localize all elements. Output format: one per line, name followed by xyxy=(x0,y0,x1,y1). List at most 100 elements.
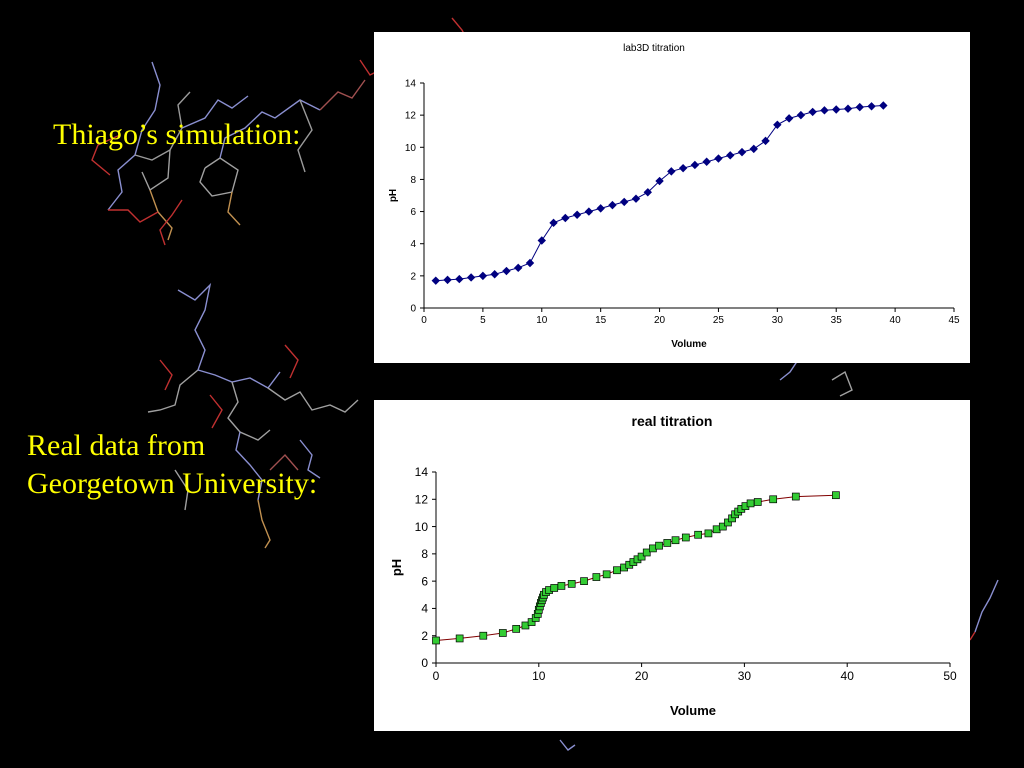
x-tick-label: 45 xyxy=(948,315,960,326)
x-tick-label: 5 xyxy=(480,315,486,326)
data-point-marker xyxy=(832,491,840,500)
data-point-marker xyxy=(455,634,464,643)
data-point-marker xyxy=(769,495,778,504)
data-point-marker xyxy=(498,629,507,637)
x-tick-label: 25 xyxy=(713,315,725,326)
data-point-marker xyxy=(702,157,711,166)
data-point-marker xyxy=(714,154,723,163)
data-point-marker xyxy=(791,492,800,501)
y-tick-label: 12 xyxy=(415,492,429,506)
data-point-marker xyxy=(596,204,605,213)
data-point-marker xyxy=(808,107,817,117)
data-point-marker xyxy=(455,274,464,284)
data-point-marker xyxy=(514,263,523,273)
data-point-marker xyxy=(602,570,611,579)
molecule-right-edge xyxy=(559,359,999,751)
data-point-marker xyxy=(704,529,713,538)
data-point-marker xyxy=(867,102,876,111)
data-point-marker xyxy=(749,144,758,154)
simulation-chart-svg: lab3D titration 0 2 4 6 8 10 12 14 0 5 10 15 20 25 30 35… xyxy=(388,43,960,350)
data-point-marker xyxy=(642,548,651,557)
data-point-marker xyxy=(550,584,559,592)
data-point-marker xyxy=(432,636,440,645)
data-point-marker xyxy=(643,188,652,197)
data-point-marker xyxy=(681,533,690,542)
data-point-marker xyxy=(726,151,735,160)
data-point-marker xyxy=(671,536,680,545)
data-point-marker xyxy=(667,167,676,176)
data-point-marker xyxy=(753,498,762,506)
data-point-marker xyxy=(820,106,829,115)
x-tick-label: 10 xyxy=(532,669,546,683)
x-tick-label: 20 xyxy=(635,669,649,683)
data-point-marker xyxy=(608,200,617,210)
real-data-caption-line2: Georgetown University: xyxy=(27,467,318,500)
x-tick-label: 0 xyxy=(421,315,427,326)
data-point-marker xyxy=(567,580,576,588)
x-tick-label: 50 xyxy=(943,669,957,683)
x-tick-label: 0 xyxy=(433,669,440,683)
data-point-marker xyxy=(631,194,641,203)
y-axis-title: pH xyxy=(389,559,404,576)
x-tick-label: 35 xyxy=(831,315,843,326)
data-point-marker xyxy=(549,218,558,228)
x-axis-title: Volume xyxy=(670,703,716,718)
y-tick-label: 12 xyxy=(405,111,417,122)
data-point-marker xyxy=(431,276,440,285)
x-tick-label: 30 xyxy=(738,669,752,683)
data-point-marker xyxy=(663,539,672,547)
series-line xyxy=(435,105,884,282)
data-point-marker xyxy=(527,618,536,626)
data-point-marker xyxy=(678,163,688,173)
data-point-marker xyxy=(620,197,629,207)
y-axis-title: pH xyxy=(388,189,399,202)
series-line xyxy=(435,494,836,641)
data-point-marker xyxy=(784,114,794,123)
data-point-marker xyxy=(655,176,664,186)
data-point-marker xyxy=(724,518,732,527)
y-tick-label: 4 xyxy=(410,239,416,250)
data-point-marker xyxy=(478,271,488,281)
data-point-marker xyxy=(773,120,782,129)
y-tick-label: 2 xyxy=(410,271,416,282)
data-point-marker xyxy=(479,631,488,640)
molecule-middle xyxy=(147,282,359,549)
x-tick-label: 40 xyxy=(890,315,902,326)
x-tick-label: 30 xyxy=(772,315,784,326)
data-point-marker xyxy=(572,210,582,219)
simulation-caption: Thiago’s simulation: xyxy=(53,118,301,151)
data-point-marker xyxy=(466,273,476,282)
simulation-titration-chart: lab3D titration 0 2 4 6 8 10 12 14 0 5 10 15 20 25 30 35… xyxy=(374,32,970,363)
x-tick-label: 40 xyxy=(841,669,855,683)
y-tick-label: 10 xyxy=(405,143,417,154)
y-tick-label: 8 xyxy=(421,547,428,561)
real-chart-svg: real titration 0 2 4 6 8 10 12 14 0 10 20 30 40 50 Volu… xyxy=(389,413,957,718)
data-point-marker xyxy=(690,160,700,170)
data-point-marker xyxy=(584,207,594,216)
real-titration-chart: real titration 0 2 4 6 8 10 12 14 0 10 20 30 40 50 Volu… xyxy=(374,400,970,731)
chart-title: real titration xyxy=(632,413,713,429)
data-point-marker xyxy=(843,104,853,113)
y-tick-label: 6 xyxy=(421,574,428,588)
data-point-marker xyxy=(737,147,747,157)
x-tick-label: 20 xyxy=(654,315,666,326)
data-point-marker xyxy=(561,213,570,223)
data-point-marker xyxy=(512,625,521,633)
data-point-marker xyxy=(746,499,755,508)
data-point-marker xyxy=(537,236,546,245)
data-point-marker xyxy=(637,552,646,561)
data-point-marker xyxy=(580,577,588,585)
data-point-marker xyxy=(832,105,841,114)
y-tick-label: 0 xyxy=(421,656,428,670)
chart-title: lab3D titration xyxy=(623,43,685,54)
data-point-marker xyxy=(490,270,499,279)
data-point-marker xyxy=(557,582,566,590)
x-tick-label: 15 xyxy=(595,315,607,326)
data-point-marker xyxy=(855,102,864,112)
data-point-marker xyxy=(796,110,806,120)
real-data-caption-line1: Real data from xyxy=(27,429,206,462)
y-tick-label: 10 xyxy=(415,520,429,534)
y-tick-label: 6 xyxy=(410,207,416,218)
y-tick-label: 0 xyxy=(410,304,416,315)
y-tick-label: 2 xyxy=(421,629,428,643)
